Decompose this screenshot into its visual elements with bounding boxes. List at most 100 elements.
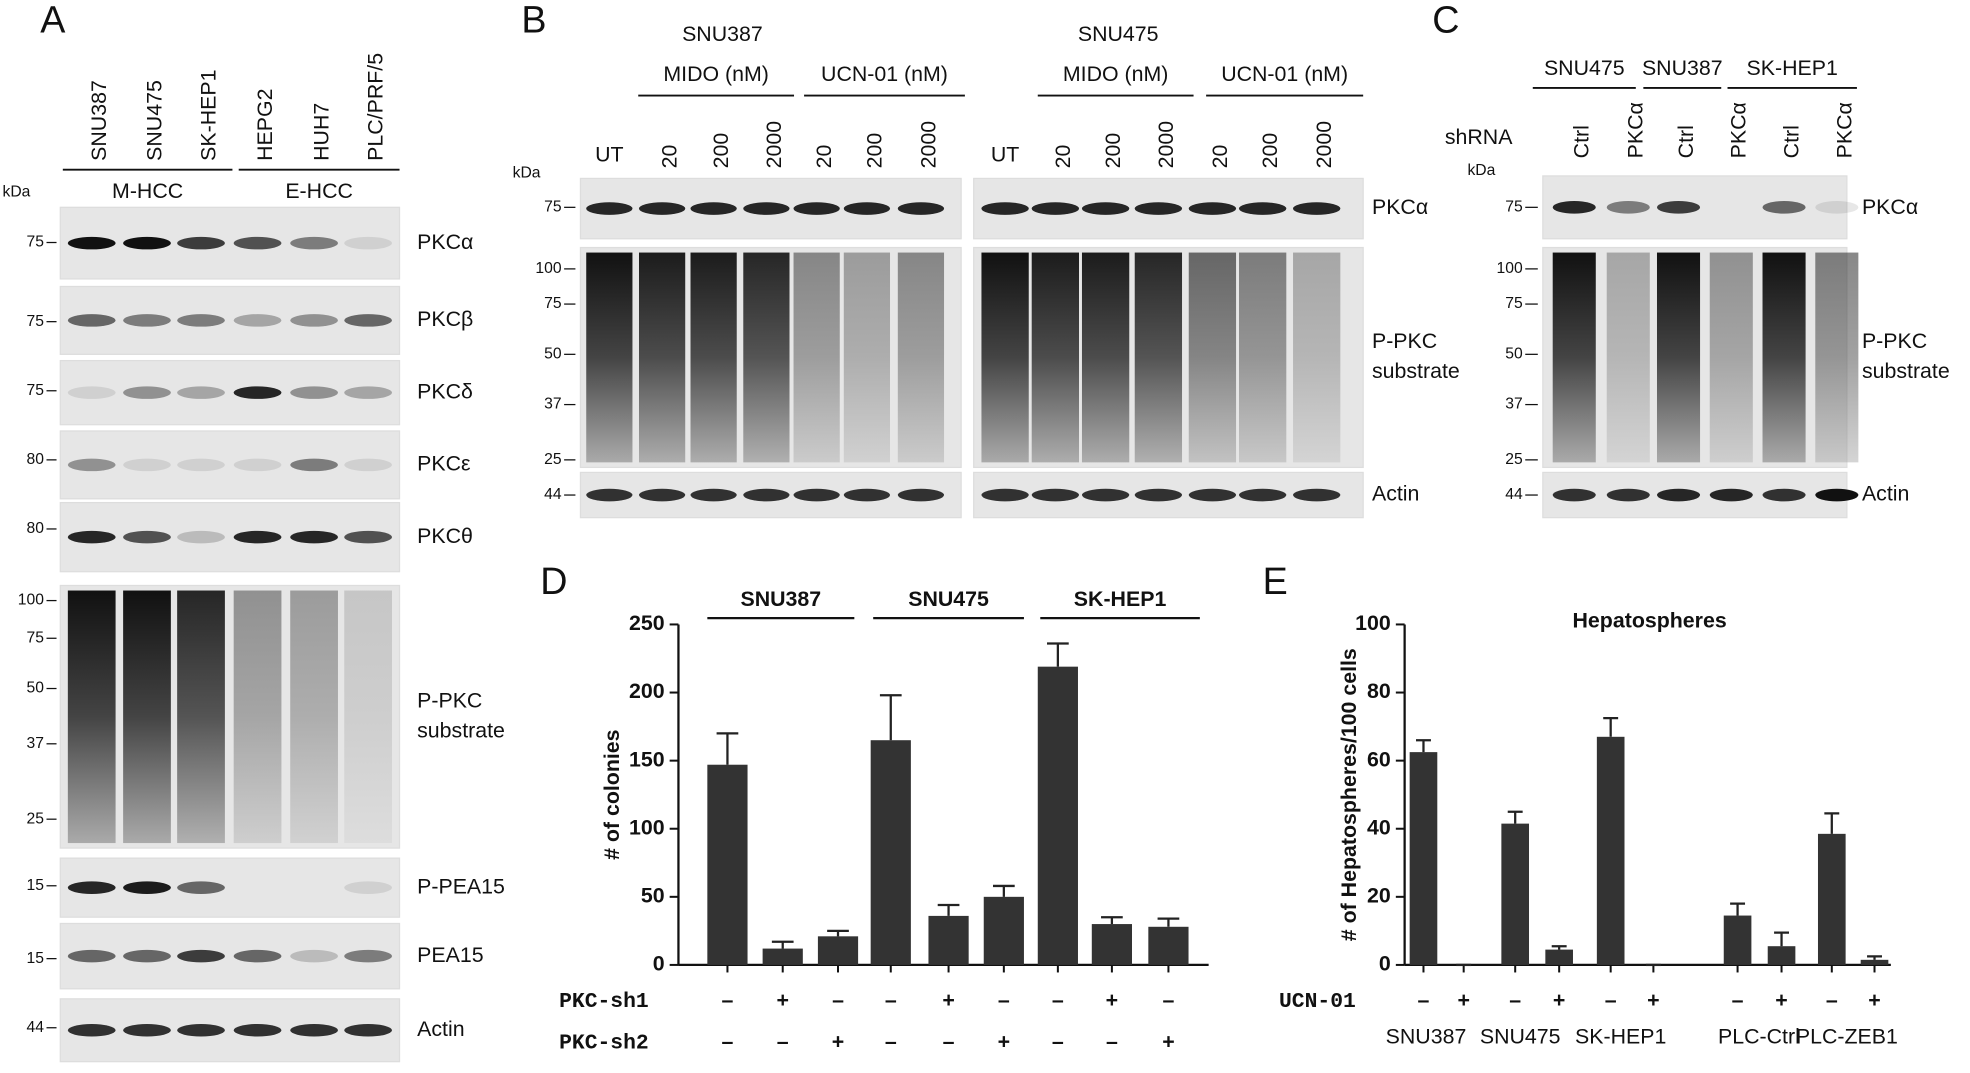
- kda-marker: 75: [27, 382, 45, 399]
- error-bar: [1101, 916, 1123, 925]
- band-smear: [1031, 252, 1080, 463]
- band-smear: [793, 252, 840, 463]
- y-tick-label: 80: [1367, 679, 1391, 703]
- band: [1188, 202, 1237, 215]
- band-smear: [1656, 252, 1701, 463]
- band: [843, 488, 891, 502]
- band: [290, 949, 338, 963]
- lane-label: 2000: [762, 121, 786, 169]
- blot-label: substrate: [417, 719, 505, 743]
- factor-sign: +: [998, 1029, 1010, 1053]
- group-label: MIDO (nM): [1063, 62, 1169, 86]
- band: [690, 488, 737, 502]
- blot-label: Actin: [417, 1017, 464, 1041]
- band: [793, 488, 840, 502]
- factor-sign: –: [1509, 988, 1521, 1012]
- band: [177, 949, 225, 963]
- row-label: shRNA: [1445, 125, 1513, 149]
- factor-sign: –: [943, 1029, 955, 1053]
- band: [1134, 202, 1183, 215]
- band-smear: [1188, 252, 1237, 463]
- y-tick-label: 0: [653, 952, 665, 976]
- band-smear: [1134, 252, 1183, 463]
- y-tick-label: 40: [1367, 815, 1391, 839]
- band: [344, 386, 392, 399]
- factor-sign: –: [1418, 988, 1430, 1012]
- lane-label: 20: [658, 145, 682, 169]
- blot-label: PKCθ: [417, 524, 473, 548]
- band: [67, 881, 116, 894]
- band-smear: [981, 252, 1029, 463]
- blot: [59, 501, 401, 573]
- band: [1188, 488, 1237, 502]
- band-smear: [233, 590, 282, 844]
- band: [290, 386, 338, 399]
- band: [344, 949, 392, 963]
- factor-sign: +: [1868, 988, 1880, 1012]
- band: [981, 488, 1029, 502]
- cell-line: SNU387: [682, 22, 763, 46]
- band: [233, 1023, 282, 1037]
- kda-marker: 100: [18, 592, 44, 609]
- band: [123, 314, 171, 327]
- band: [1656, 201, 1701, 214]
- y-tick-label: 250: [629, 611, 665, 635]
- band: [177, 236, 225, 250]
- kda-marker: 15: [27, 950, 45, 967]
- band: [1081, 488, 1130, 502]
- band-smear: [1552, 252, 1596, 463]
- band: [123, 236, 171, 250]
- band-smear: [743, 252, 790, 463]
- bar: [817, 936, 859, 965]
- band-smear: [123, 590, 171, 844]
- kda-marker: 15: [27, 877, 45, 894]
- kda-label: kDa: [1467, 162, 1495, 179]
- kda-marker: 75: [1505, 295, 1523, 312]
- band-smear: [290, 590, 338, 844]
- band-smear: [1081, 252, 1130, 463]
- lane-label: Ctrl: [1674, 125, 1698, 158]
- error-bar: [1047, 642, 1069, 667]
- factor-sign: –: [1826, 988, 1838, 1012]
- band: [233, 236, 282, 250]
- kda-marker: 50: [27, 680, 45, 697]
- blot-label: PKCδ: [417, 379, 473, 403]
- error-bar: [827, 929, 849, 937]
- group-label: SNU387: [1386, 1024, 1467, 1048]
- factor-sign: –: [1052, 1029, 1064, 1053]
- bar: [928, 915, 969, 965]
- group-label: SNU475: [908, 587, 989, 611]
- band: [177, 458, 225, 472]
- band: [344, 881, 392, 894]
- bar: [1596, 736, 1625, 965]
- factor-sign: –: [1605, 988, 1617, 1012]
- lane-label: 2000: [1154, 121, 1178, 169]
- bar: [1409, 752, 1438, 965]
- lane-label: 2000: [916, 121, 940, 169]
- blot-label: PKCε: [417, 452, 471, 476]
- band: [1762, 488, 1806, 502]
- factor-sign: +: [1162, 1029, 1174, 1053]
- kda-marker: 75: [27, 313, 45, 330]
- blot-label: PKCα: [1372, 195, 1428, 219]
- band: [123, 458, 171, 472]
- error-bar: [1867, 955, 1882, 960]
- kda-marker: 25: [544, 451, 562, 468]
- band-smear: [1606, 252, 1650, 463]
- group-label: SK-HEP1: [1575, 1024, 1666, 1048]
- y-tick-label: 0: [1379, 952, 1391, 976]
- kda-marker: 44: [1505, 486, 1523, 503]
- band: [1606, 201, 1650, 214]
- y-axis-label: # of Hepatospheres/100 cells: [1337, 648, 1361, 941]
- factor-sign: +: [776, 988, 788, 1012]
- blot-label: PEA15: [417, 943, 483, 967]
- band-smear: [690, 252, 737, 463]
- bar: [870, 740, 911, 965]
- kda-marker: 44: [27, 1019, 45, 1036]
- factor-sign: +: [832, 1029, 844, 1053]
- error-bar: [1824, 812, 1840, 834]
- group-label: SNU475: [1480, 1024, 1561, 1048]
- cell-line: SK-HEP1: [1747, 56, 1838, 80]
- lane-label: 200: [862, 133, 886, 169]
- factor-sign: +: [1553, 988, 1565, 1012]
